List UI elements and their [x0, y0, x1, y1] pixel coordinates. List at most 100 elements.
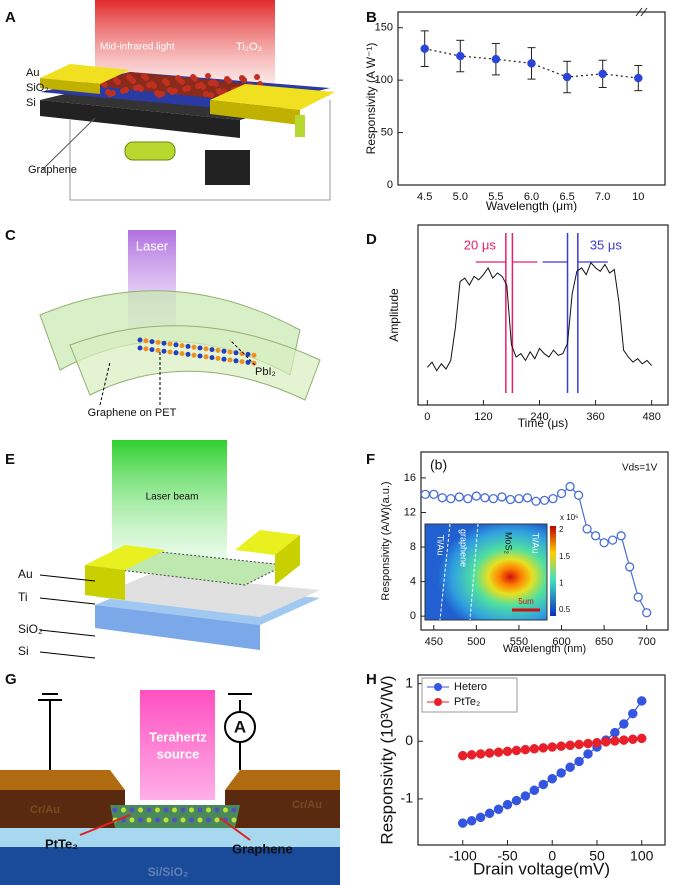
x-tick-label: -100: [449, 848, 477, 864]
data-point: [607, 535, 618, 545]
data-point: [505, 494, 516, 505]
inset-map: [424, 523, 548, 621]
atom: [149, 339, 155, 345]
data-point: [601, 737, 611, 747]
data-point: [497, 492, 507, 502]
data-point: [592, 737, 602, 748]
atom: [189, 807, 194, 813]
electrode: [235, 530, 300, 555]
battery: [124, 141, 176, 161]
atom: [137, 337, 143, 343]
panel-label: F: [366, 451, 375, 468]
x-tick-label: 650: [595, 636, 613, 648]
data-point: [574, 739, 584, 750]
data-point: [463, 494, 473, 504]
data-point: [475, 749, 486, 759]
data-point: [610, 727, 620, 738]
particle: [254, 74, 260, 80]
atom: [231, 807, 237, 813]
data-point: [471, 491, 482, 501]
axis-break: [640, 7, 648, 17]
oxide: [0, 825, 340, 847]
data-point: [538, 743, 549, 753]
data-point: [475, 812, 486, 823]
x-tick-label: 10: [632, 191, 644, 203]
data-point: [562, 72, 572, 82]
atom: [215, 347, 221, 353]
x-tick-label: 600: [552, 636, 570, 648]
atom: [233, 350, 239, 356]
data-point: [529, 744, 540, 754]
atom: [203, 354, 209, 360]
particle: [205, 73, 211, 79]
y-axis-label: Amplitude: [387, 288, 401, 342]
particle: [162, 78, 168, 84]
label: Ti₂O₃: [236, 41, 262, 53]
pointer: [79, 814, 131, 836]
label: Au: [18, 567, 33, 581]
atom: [155, 807, 160, 813]
data-point: [520, 744, 531, 755]
panel-label: D: [366, 231, 377, 248]
series-line: [426, 261, 653, 372]
data-point: [633, 592, 643, 602]
pointer: [99, 361, 111, 406]
electrode-side: [225, 790, 340, 828]
panel-label: H: [366, 671, 377, 688]
atom: [163, 817, 169, 823]
x-tick-label: 100: [630, 848, 654, 864]
y-tick-label: 16: [404, 472, 416, 484]
inset-border: [439, 523, 451, 621]
data-point: [565, 740, 575, 751]
particle: [141, 73, 147, 79]
channel: [118, 551, 287, 586]
data-point: [480, 493, 490, 503]
y-tick-label: 0: [410, 610, 416, 622]
atom: [143, 346, 149, 352]
legend-label: PtTe₂: [454, 696, 480, 708]
electrode: [0, 770, 125, 790]
atom: [197, 353, 203, 359]
atom: [197, 345, 203, 351]
light-beam: [112, 440, 227, 560]
data-point: [610, 736, 620, 746]
particle: [154, 90, 160, 96]
atom: [138, 817, 143, 823]
series-line: [462, 700, 643, 824]
pointer: [41, 117, 96, 171]
label: Laser: [136, 238, 169, 253]
label: Cr/Au: [30, 804, 60, 816]
wire: [69, 100, 331, 201]
electrode: [40, 64, 130, 84]
atom: [129, 807, 135, 813]
data-point: [493, 804, 504, 815]
x-tick-label: 240: [530, 411, 548, 423]
label: Si: [18, 644, 29, 658]
panel-label: A: [5, 9, 16, 26]
atom: [155, 347, 161, 353]
label: Terahertz: [149, 729, 207, 744]
panel-label: G: [5, 671, 17, 688]
electrode: [210, 84, 335, 110]
atom: [231, 817, 237, 823]
x-tick-label: 360: [586, 411, 604, 423]
atom: [167, 341, 173, 347]
y-tick-label: 0: [405, 732, 413, 748]
electrode: [85, 545, 165, 570]
electrode-side: [40, 78, 100, 94]
data-point: [547, 742, 557, 752]
data-point: [511, 745, 522, 756]
atom: [191, 344, 197, 350]
data-point: [573, 490, 584, 500]
legend-swatch: [434, 683, 442, 691]
atom: [209, 347, 215, 353]
data-point: [628, 708, 638, 719]
y-axis-label: Responsivity (A/W)(a.u.): [380, 481, 392, 600]
particle: [239, 75, 245, 81]
atom: [180, 817, 186, 823]
substrate-side: [40, 100, 240, 138]
atom: [239, 359, 245, 365]
atom: [251, 360, 257, 366]
label: Graphene: [28, 164, 77, 176]
